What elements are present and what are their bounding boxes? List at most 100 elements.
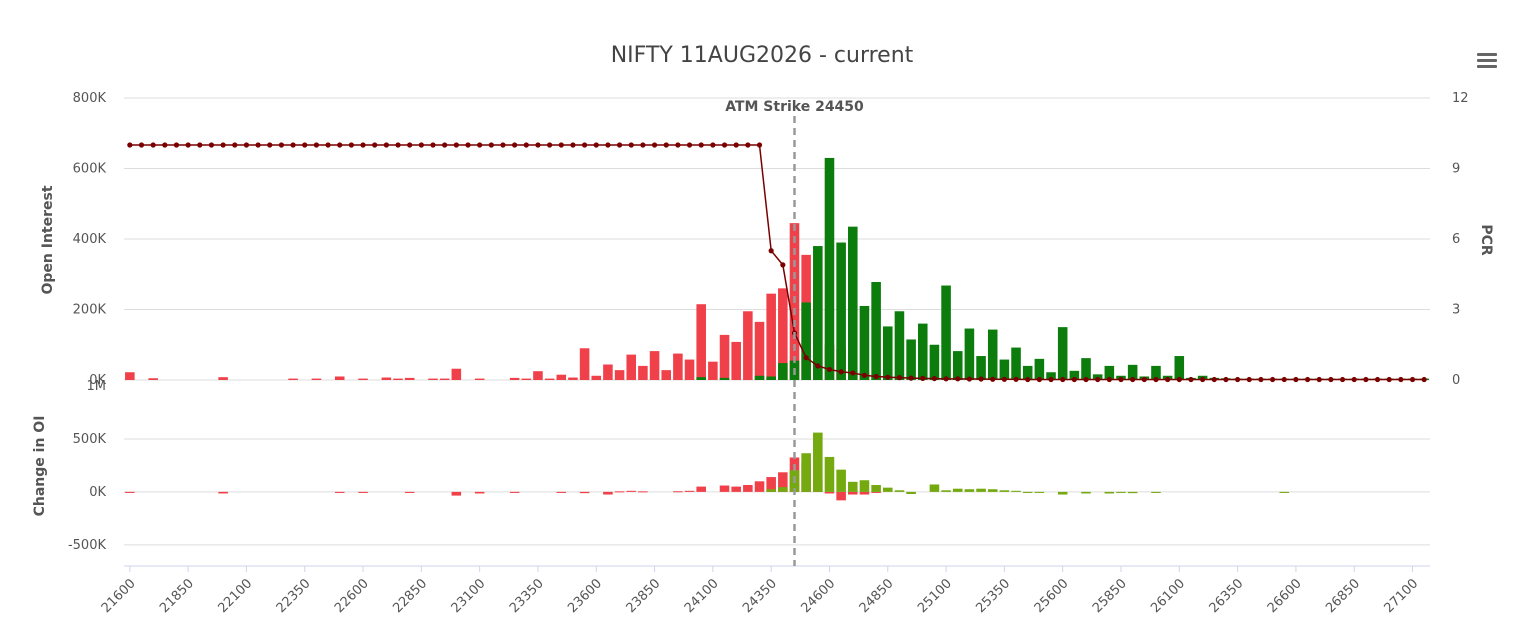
x-tick-label: 27100 bbox=[1381, 576, 1421, 616]
call-oi-bar bbox=[1069, 370, 1080, 380]
put-chg-bar bbox=[509, 491, 520, 493]
pcr-point bbox=[1235, 376, 1241, 383]
x-tick-label: 24850 bbox=[857, 576, 897, 616]
call-oi-bar bbox=[766, 376, 776, 380]
call-oi-bar bbox=[836, 242, 846, 380]
call-chg-bar bbox=[952, 488, 963, 492]
call-chg-bar bbox=[824, 456, 835, 492]
chart-title: NIFTY 11AUG2026 - current bbox=[611, 43, 914, 68]
call-oi-bar bbox=[871, 282, 881, 380]
put-oi-bar bbox=[404, 377, 415, 380]
call-oi-bar bbox=[1127, 364, 1138, 380]
pcr-y-axis: 0 3 6 9 12 bbox=[1452, 91, 1469, 388]
call-chg-bar bbox=[906, 491, 916, 494]
pcr-point bbox=[255, 142, 261, 148]
call-oi-bar bbox=[894, 311, 905, 380]
pcr-point bbox=[698, 142, 704, 148]
call-chg-bar bbox=[894, 490, 905, 492]
pcr-point bbox=[372, 142, 378, 148]
x-tick-label: 24350 bbox=[740, 576, 780, 616]
pcr-point bbox=[523, 142, 529, 148]
pcr-point bbox=[920, 375, 926, 381]
pcr-point bbox=[780, 262, 786, 268]
pcr-point bbox=[1176, 376, 1182, 383]
chg-bars bbox=[125, 432, 1290, 501]
x-tick-label: 26850 bbox=[1323, 576, 1363, 616]
call-oi-bar bbox=[906, 339, 916, 380]
pcr-point bbox=[477, 142, 483, 148]
x-tick-label: 23100 bbox=[449, 576, 489, 616]
x-tick-label: 25350 bbox=[973, 576, 1013, 616]
put-oi-bar bbox=[439, 378, 450, 380]
pcr-point bbox=[220, 142, 226, 148]
x-tick-label: 24600 bbox=[798, 576, 838, 616]
pcr-point bbox=[1200, 376, 1206, 383]
pcr-point bbox=[208, 142, 215, 148]
pcr-point bbox=[302, 142, 308, 148]
pcr-point bbox=[1165, 376, 1171, 383]
call-chg-bar bbox=[1081, 491, 1091, 494]
call-chg-bar bbox=[929, 484, 940, 492]
pcr-point bbox=[185, 142, 191, 148]
pcr-point bbox=[1106, 376, 1112, 383]
x-tick-label: 24100 bbox=[682, 576, 722, 616]
pcr-point bbox=[558, 142, 564, 148]
put-chg-bar bbox=[836, 491, 846, 501]
chg-y-tick-label: -500K bbox=[68, 538, 107, 553]
pcr-point bbox=[162, 142, 168, 148]
pcr-point bbox=[488, 142, 494, 148]
pcr-point bbox=[675, 142, 681, 148]
pcr-point bbox=[1060, 376, 1066, 383]
put-oi-bar bbox=[614, 370, 625, 380]
pcr-point bbox=[547, 142, 553, 148]
call-oi-bar bbox=[1046, 372, 1056, 380]
pcr-point bbox=[1211, 376, 1217, 383]
pcr-point bbox=[768, 248, 774, 254]
call-oi-bar bbox=[941, 285, 951, 380]
pcr-point bbox=[966, 376, 973, 382]
pcr-point bbox=[1421, 376, 1427, 383]
pcr-point bbox=[127, 142, 133, 148]
x-tick-label: 23600 bbox=[565, 576, 605, 616]
pcr-point bbox=[1025, 376, 1031, 383]
call-oi-bar bbox=[987, 329, 998, 380]
x-tick-label: 21600 bbox=[99, 576, 139, 616]
pcr-point bbox=[1269, 376, 1276, 383]
pcr-point bbox=[197, 142, 203, 148]
call-chg-bar bbox=[999, 490, 1010, 492]
pcr-point bbox=[1398, 376, 1404, 383]
call-chg-bar bbox=[1116, 491, 1126, 493]
oi-bars bbox=[125, 157, 1429, 381]
pcr-point bbox=[173, 142, 180, 148]
pcr-point bbox=[908, 375, 914, 381]
pcr-point bbox=[232, 142, 238, 148]
pcr-point bbox=[267, 142, 273, 148]
pcr-point bbox=[442, 142, 448, 148]
oi-gridlines bbox=[124, 97, 1430, 381]
pcr-point bbox=[1153, 376, 1159, 383]
put-oi-bar bbox=[591, 375, 602, 380]
put-chg-bar bbox=[626, 490, 637, 492]
call-oi-bar bbox=[813, 246, 823, 380]
pcr-point bbox=[850, 370, 856, 376]
pcr-point bbox=[582, 142, 588, 148]
menu-button[interactable] bbox=[1470, 44, 1504, 74]
call-oi-bar bbox=[801, 302, 811, 380]
call-chg-bar bbox=[1151, 491, 1161, 493]
pcr-point bbox=[605, 142, 611, 148]
put-chg-bar bbox=[638, 491, 648, 493]
pcr-point bbox=[337, 142, 343, 148]
pcr-point bbox=[710, 142, 716, 148]
put-chg-bar bbox=[719, 485, 730, 492]
pcr-point bbox=[278, 142, 285, 148]
pcr-point bbox=[453, 142, 459, 148]
put-oi-bar bbox=[778, 288, 788, 380]
x-tick-label: 23350 bbox=[507, 576, 547, 616]
put-oi-bar bbox=[708, 361, 718, 380]
pcr-point bbox=[500, 142, 506, 148]
pcr-point bbox=[138, 142, 145, 148]
pcr-line bbox=[127, 142, 1427, 383]
call-oi-bar bbox=[1151, 365, 1161, 380]
call-oi-bar bbox=[719, 377, 730, 380]
oi-y-tick-label: 600K bbox=[73, 162, 107, 177]
